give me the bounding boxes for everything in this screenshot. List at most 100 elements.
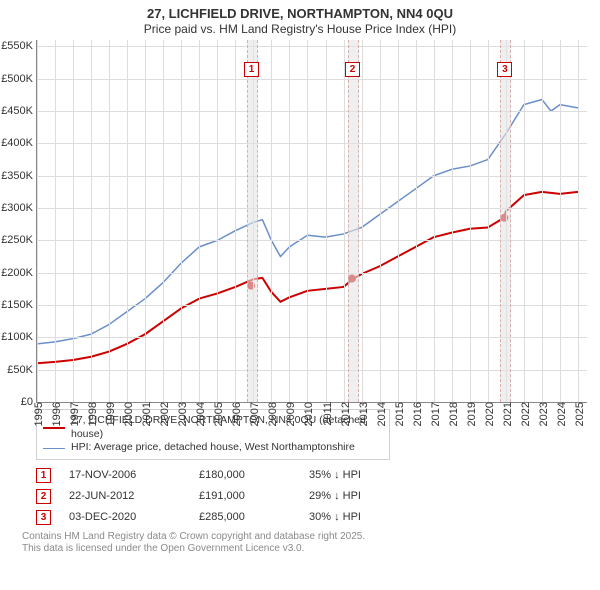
chart-title-address: 27, LICHFIELD DRIVE, NORTHAMPTON, NN4 0Q… (0, 6, 600, 22)
x-axis-tick-label: 1996 (51, 402, 63, 426)
gridline-vertical (434, 40, 435, 402)
event-band (348, 40, 359, 402)
event-number: 3 (36, 510, 51, 525)
gridline-vertical (578, 40, 579, 402)
x-axis-tick-label: 2019 (466, 402, 478, 426)
gridline-vertical (398, 40, 399, 402)
gridline-vertical (109, 40, 110, 402)
y-axis-tick-label: £150K (1, 299, 33, 311)
legend-swatch (43, 427, 65, 429)
gridline-vertical (488, 40, 489, 402)
y-axis-tick-label: £50K (7, 364, 33, 376)
gridline-vertical (37, 40, 38, 402)
x-axis-tick-label: 2018 (448, 402, 460, 426)
event-band (247, 40, 258, 402)
event-row: 2 22-JUN-2012£191,00029% ↓ HPI (36, 489, 600, 504)
x-axis-tick-label: 1997 (69, 402, 81, 426)
gridline-vertical (217, 40, 218, 402)
x-axis-tick-label: 2001 (141, 402, 153, 426)
gridline-vertical (416, 40, 417, 402)
y-axis-tick-label: £200K (1, 267, 33, 279)
attribution-line: This data is licensed under the Open Gov… (22, 543, 600, 556)
gridline-vertical (235, 40, 236, 402)
x-axis-tick-label: 2024 (556, 402, 568, 426)
x-axis-tick-label: 2012 (340, 402, 352, 426)
event-marker: 1 (244, 62, 259, 77)
x-axis-tick-label: 2016 (412, 402, 424, 426)
x-axis-tick-label: 2008 (267, 402, 279, 426)
x-axis-tick-label: 2020 (484, 402, 496, 426)
event-row: 3 03-DEC-2020£285,00030% ↓ HPI (36, 510, 600, 525)
x-axis-tick-label: 2000 (123, 402, 135, 426)
gridline-vertical (344, 40, 345, 402)
event-marker: 3 (497, 62, 512, 77)
gridline-vertical (145, 40, 146, 402)
gridline-vertical (524, 40, 525, 402)
gridline-vertical (127, 40, 128, 402)
legend-label: HPI: Average price, detached house, West… (71, 441, 355, 455)
x-axis-tick-label: 2005 (213, 402, 225, 426)
x-axis-tick-label: 2010 (303, 402, 315, 426)
x-axis-tick-label: 2023 (538, 402, 550, 426)
event-band (500, 40, 511, 402)
gridline-vertical (542, 40, 543, 402)
event-number: 2 (36, 489, 51, 504)
event-marker: 2 (345, 62, 360, 77)
chart-container: £0£50K£100K£150K£200K£250K£300K£350K£400… (36, 40, 600, 403)
event-date: 17-NOV-2006 (69, 469, 199, 481)
gridline-vertical (380, 40, 381, 402)
y-axis-tick-label: £450K (1, 105, 33, 117)
x-axis-tick-label: 2002 (159, 402, 171, 426)
legend-row: HPI: Average price, detached house, West… (43, 441, 383, 455)
gridline-vertical (362, 40, 363, 402)
y-axis-tick-label: £550K (1, 40, 33, 52)
x-axis-tick-label: 2014 (376, 402, 388, 426)
event-number: 1 (36, 468, 51, 483)
x-axis-tick-label: 2004 (195, 402, 207, 426)
x-axis-tick-label: 2003 (177, 402, 189, 426)
event-price: £180,000 (199, 469, 309, 481)
x-axis-tick-label: 2011 (322, 402, 334, 426)
attribution-text: Contains HM Land Registry data © Crown c… (22, 531, 600, 556)
x-axis-tick-label: 2009 (285, 402, 297, 426)
event-delta: 30% ↓ HPI (309, 511, 361, 523)
gridline-vertical (55, 40, 56, 402)
x-axis-tick-label: 2015 (394, 402, 406, 426)
x-axis-tick-label: 1998 (87, 402, 99, 426)
chart-plot-area: £0£50K£100K£150K£200K£250K£300K£350K£400… (36, 40, 587, 403)
y-axis-tick-label: £400K (1, 137, 33, 149)
x-axis-tick-label: 2006 (231, 402, 243, 426)
gridline-vertical (289, 40, 290, 402)
x-axis-tick-label: 2013 (358, 402, 370, 426)
y-axis-tick-label: £350K (1, 170, 33, 182)
y-axis-tick-label: £500K (1, 73, 33, 85)
x-axis-tick-label: 1995 (33, 402, 45, 426)
attribution-line: Contains HM Land Registry data © Crown c… (22, 531, 600, 544)
gridline-vertical (452, 40, 453, 402)
legend-swatch (43, 448, 65, 449)
gridline-vertical (307, 40, 308, 402)
chart-title-subtitle: Price paid vs. HM Land Registry's House … (0, 22, 600, 36)
x-axis-tick-label: 1999 (105, 402, 117, 426)
x-axis-tick-label: 2021 (502, 402, 514, 426)
event-price: £191,000 (199, 490, 309, 502)
legend-label: 27, LICHFIELD DRIVE, NORTHAMPTON, NN4 0Q… (71, 414, 383, 441)
gridline-vertical (199, 40, 200, 402)
gridline-vertical (163, 40, 164, 402)
gridline-vertical (73, 40, 74, 402)
x-axis-tick-label: 2007 (249, 402, 261, 426)
x-axis-tick-label: 2022 (520, 402, 532, 426)
events-table: 1 17-NOV-2006£180,00035% ↓ HPI 2 22-JUN-201… (36, 468, 600, 525)
gridline-vertical (470, 40, 471, 402)
event-delta: 29% ↓ HPI (309, 490, 361, 502)
event-price: £285,000 (199, 511, 309, 523)
event-date: 03-DEC-2020 (69, 511, 199, 523)
gridline-vertical (326, 40, 327, 402)
x-axis-tick-label: 2017 (430, 402, 442, 426)
gridline-vertical (181, 40, 182, 402)
event-date: 22-JUN-2012 (69, 490, 199, 502)
event-delta: 35% ↓ HPI (309, 469, 361, 481)
gridline-vertical (91, 40, 92, 402)
gridline-vertical (560, 40, 561, 402)
event-row: 1 17-NOV-2006£180,00035% ↓ HPI (36, 468, 600, 483)
